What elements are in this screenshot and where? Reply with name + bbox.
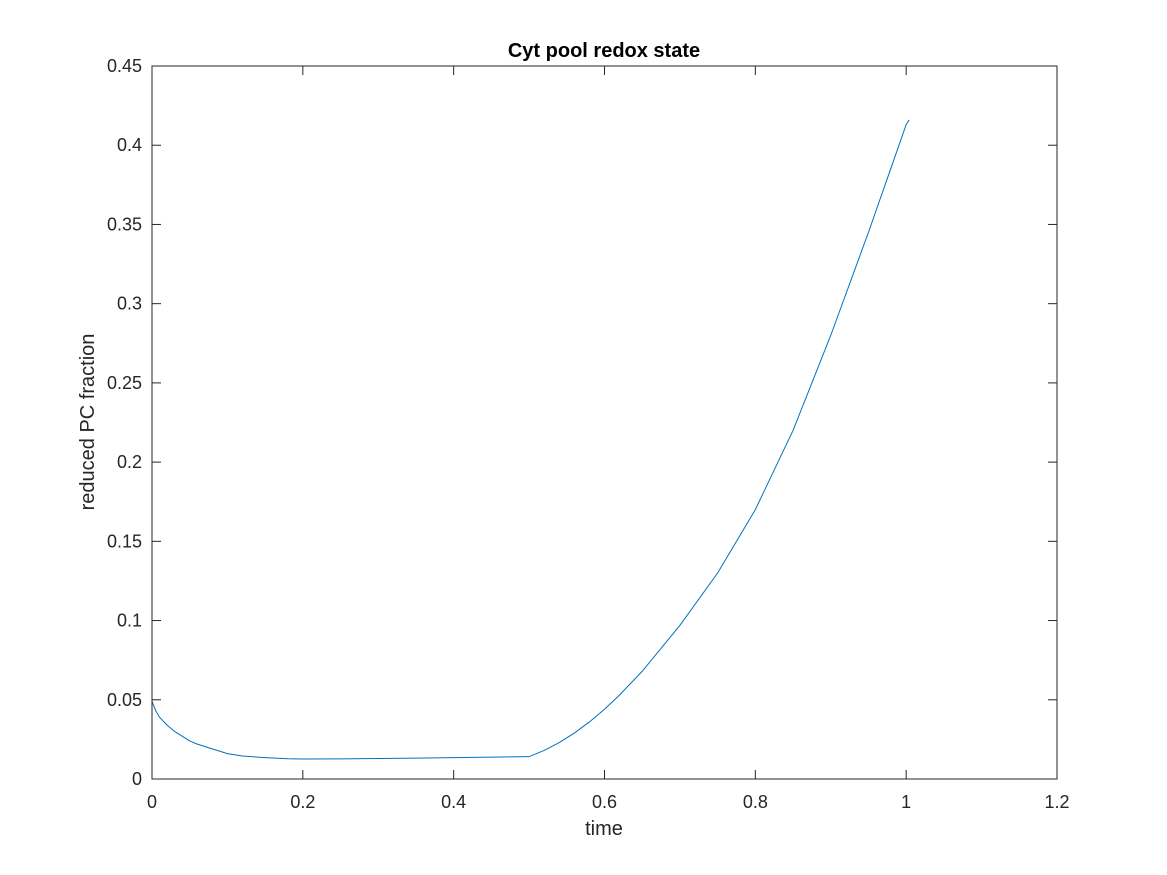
x-tick-label: 0.4 — [441, 792, 466, 812]
y-tick-label: 0 — [132, 769, 142, 789]
y-tick-label: 0.1 — [117, 611, 142, 631]
plot-area — [152, 66, 1057, 779]
x-tick-label: 0.2 — [290, 792, 315, 812]
y-tick-label: 0.45 — [107, 56, 142, 76]
y-axis-label: reduced PC fraction — [77, 334, 99, 511]
chart-title: Cyt pool redox state — [508, 40, 700, 62]
y-tick-label: 0.2 — [117, 452, 142, 472]
y-tick-label: 0.35 — [107, 214, 142, 234]
y-tick-label: 0.3 — [117, 294, 142, 314]
x-axis-label: time — [585, 818, 623, 840]
axes-box — [151, 65, 1058, 780]
y-tick-label: 0.15 — [107, 531, 142, 551]
x-tick-label: 0 — [147, 792, 157, 812]
y-tick-label: 0.05 — [107, 690, 142, 710]
x-tick-label: 1.2 — [1044, 792, 1069, 812]
x-tick-label: 0.6 — [592, 792, 617, 812]
series-line — [151, 119, 910, 760]
x-tick-label: 0.8 — [743, 792, 768, 812]
y-tick-label: 0.25 — [107, 373, 142, 393]
y-tick-label: 0.4 — [117, 135, 142, 155]
x-tick-label: 1 — [901, 792, 911, 812]
